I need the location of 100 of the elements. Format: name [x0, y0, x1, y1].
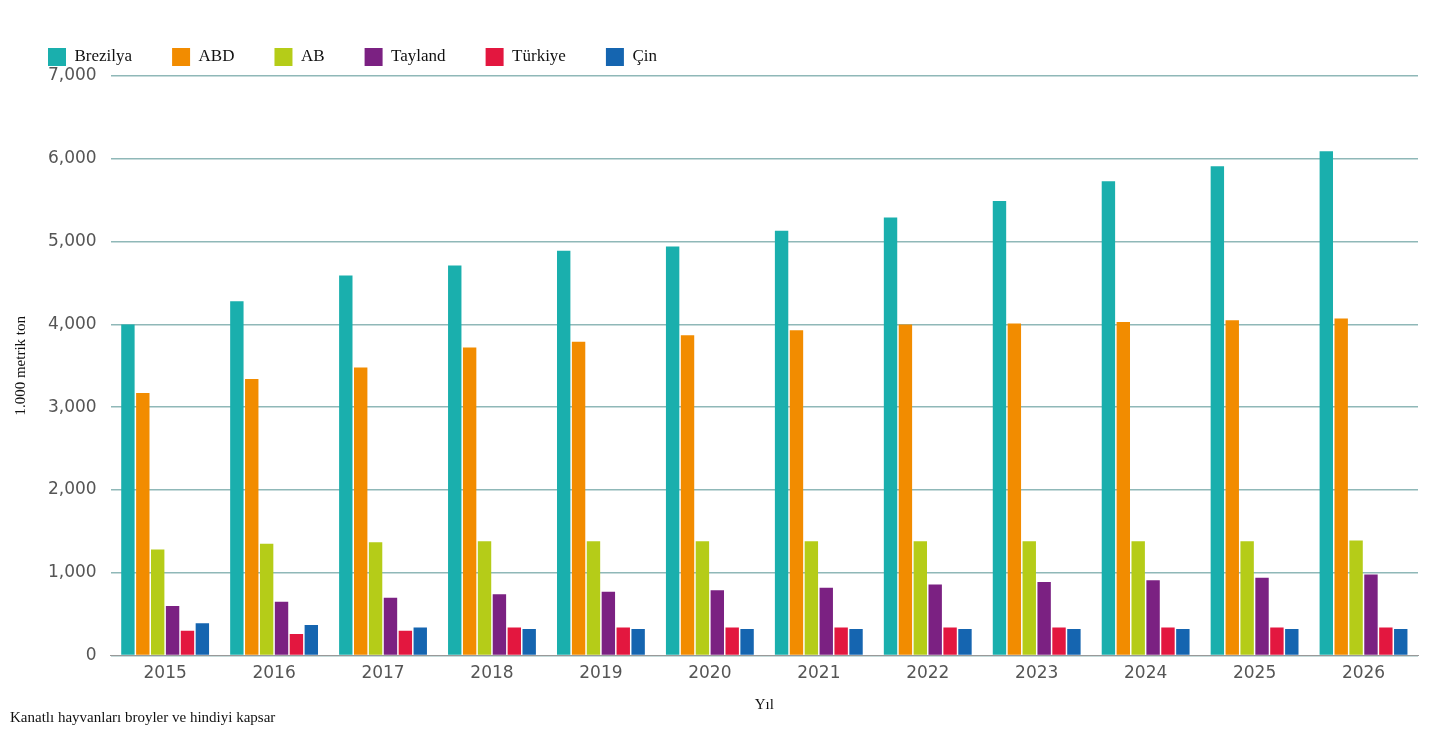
legend-label: Brezilya — [74, 46, 133, 66]
bar — [898, 324, 913, 655]
bar — [1176, 629, 1190, 655]
bar — [1364, 574, 1378, 655]
bar — [522, 629, 536, 655]
y-tick-label: 4,000 — [48, 312, 97, 333]
bar — [725, 627, 739, 655]
bar — [195, 623, 210, 655]
bar — [1037, 581, 1051, 655]
x-tick-label: 2016 — [252, 662, 296, 683]
bar — [1379, 627, 1393, 655]
bar — [1052, 627, 1066, 655]
x-tick-label: 2015 — [143, 662, 187, 683]
bar — [616, 627, 630, 655]
bar — [383, 597, 398, 655]
bar — [1101, 181, 1116, 655]
y-tick-label: 2,000 — [48, 478, 97, 499]
bar — [1116, 321, 1131, 655]
x-tick-label: 2021 — [797, 662, 841, 683]
bar — [304, 624, 319, 655]
bar — [1240, 541, 1254, 655]
bar — [462, 347, 477, 655]
bar — [1161, 627, 1175, 655]
bar — [477, 541, 492, 655]
bar — [943, 627, 957, 655]
y-tick-label: 3,000 — [48, 395, 97, 416]
x-tick-label: 2020 — [688, 662, 732, 683]
bar — [274, 601, 289, 655]
bar — [1255, 577, 1269, 655]
bar — [1349, 540, 1363, 655]
bar — [1022, 541, 1036, 655]
bar — [883, 217, 898, 655]
bar — [413, 627, 427, 655]
bar — [804, 541, 819, 655]
bar — [1067, 629, 1081, 655]
y-tick-label: 0 — [85, 644, 97, 665]
y-tick-label: 6,000 — [48, 147, 97, 168]
bar — [259, 543, 274, 655]
bar — [1225, 320, 1239, 655]
bar — [1285, 629, 1299, 655]
x-tick-label: 2025 — [1232, 662, 1277, 683]
bar — [834, 627, 848, 655]
bar — [1394, 629, 1408, 655]
bar — [1131, 541, 1145, 655]
bar — [165, 605, 180, 655]
text: Kanatlı hayvanları broyler ve hindiyi kapsar — [10, 709, 276, 726]
bar — [958, 629, 972, 655]
bar — [1210, 166, 1225, 655]
x-tick-label: 2019 — [579, 662, 623, 683]
bar — [492, 594, 507, 655]
bar — [448, 265, 462, 655]
bar — [151, 549, 165, 655]
legend-label: Çin — [632, 46, 658, 66]
bar — [368, 542, 383, 655]
bar — [1146, 580, 1160, 655]
bar — [740, 629, 754, 655]
bar — [710, 590, 725, 655]
bar — [398, 630, 413, 655]
bar — [289, 634, 304, 655]
bar — [180, 630, 195, 655]
x-tick-label: 2023 — [1015, 662, 1059, 683]
bar — [136, 393, 150, 655]
bar — [849, 629, 863, 655]
y-axis-title: 1.000 metrik ton — [11, 315, 28, 416]
y-tick-label: 5,000 — [48, 230, 97, 251]
bar — [507, 627, 522, 655]
bar — [339, 275, 353, 655]
bar — [819, 587, 833, 655]
legend-label: AB — [300, 46, 325, 66]
x-tick-label: 2017 — [361, 662, 405, 683]
bar — [556, 250, 571, 655]
legend-label: Tayland — [391, 46, 447, 66]
bar — [571, 341, 586, 655]
bar — [695, 541, 710, 655]
bar — [586, 541, 601, 655]
bar — [601, 591, 616, 655]
bar — [1270, 627, 1284, 655]
bar — [1007, 323, 1022, 655]
y-tick-label: 1,000 — [48, 561, 97, 582]
bar — [665, 246, 680, 655]
x-tick-label: 2022 — [906, 662, 950, 683]
bar — [789, 330, 804, 655]
bar — [631, 629, 645, 655]
x-tick-label: 2018 — [470, 662, 514, 683]
bar — [230, 301, 244, 655]
bar — [1319, 151, 1334, 655]
bar — [680, 335, 695, 655]
bar — [992, 201, 1007, 655]
x-tick-label: 2026 — [1341, 662, 1386, 683]
bar — [354, 367, 368, 655]
x-tick-label: 2024 — [1124, 662, 1168, 683]
bar — [245, 379, 259, 655]
bar — [121, 324, 135, 655]
legend-label: Türkiye — [512, 46, 566, 66]
legend-label: ABD — [198, 46, 235, 66]
x-axis-title: Yıl — [754, 695, 774, 712]
bar — [774, 230, 789, 655]
bar — [1334, 318, 1348, 655]
y-tick-label: 7,000 — [48, 64, 97, 85]
bar — [913, 541, 928, 655]
